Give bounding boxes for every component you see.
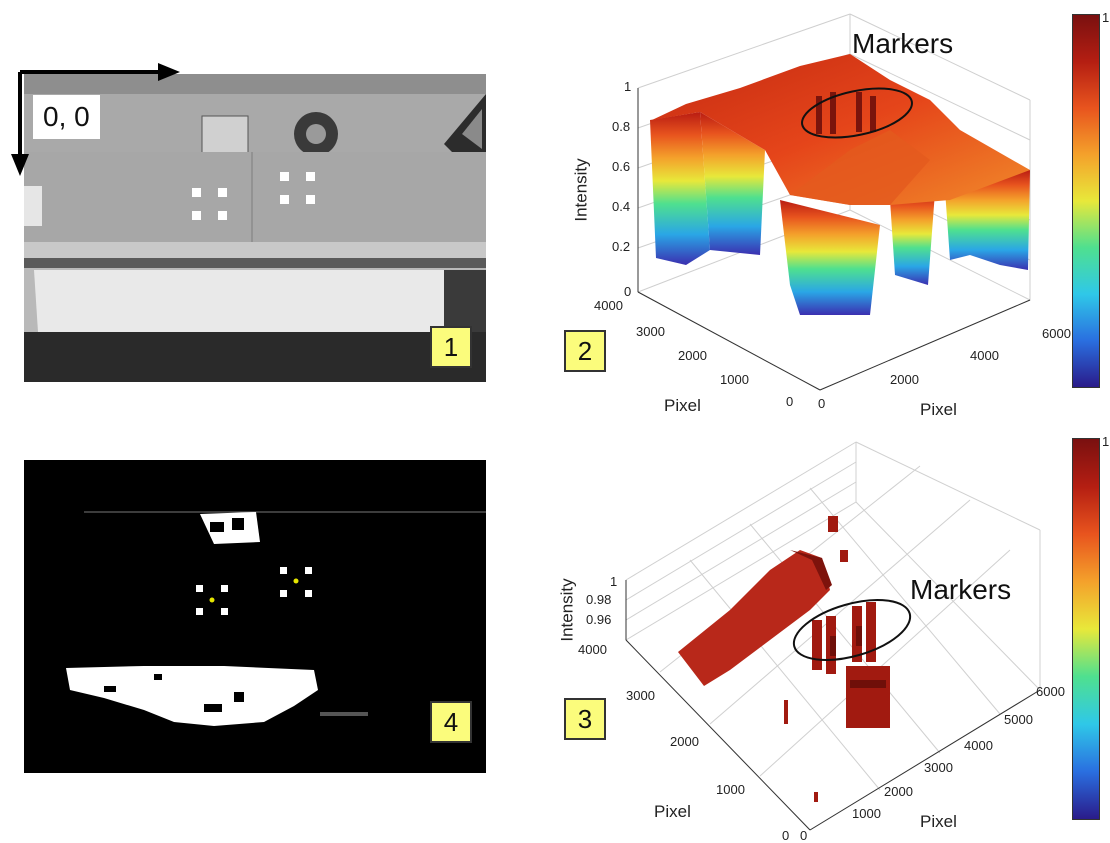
- p2-z-label: Intensity: [571, 158, 591, 222]
- colorbar-2: [1072, 14, 1100, 388]
- colorbar-2-top-tick: 1: [1102, 10, 1110, 25]
- panel-1-photo: [24, 74, 486, 382]
- p2-x-tick: 2000: [890, 372, 919, 387]
- origin-label: 0, 0: [33, 95, 100, 139]
- panel-4-binary: [24, 460, 486, 773]
- p3-z-tick: 0.96: [586, 612, 612, 627]
- p3-z-tick: 1: [610, 574, 618, 589]
- p2-y-tick: 1000: [720, 372, 749, 387]
- p3-x-tick: 1000: [852, 806, 881, 821]
- p3-x-tick: 6000: [1036, 684, 1065, 699]
- p2-y-tick: 4000: [594, 298, 623, 313]
- origin-axes: [11, 63, 180, 176]
- p2-y-label: Pixel: [664, 396, 701, 415]
- p2-z-tick: 0.4: [612, 199, 631, 214]
- panel-label-2: 2: [564, 330, 606, 372]
- p3-x-tick: 4000: [964, 738, 993, 753]
- p2-y-tick: 3000: [636, 324, 665, 339]
- p2-z-tick: 0.6: [612, 159, 631, 174]
- p2-y-tick: 2000: [678, 348, 707, 363]
- p3-y-label: Pixel: [654, 802, 691, 821]
- surface-plot-3: [625, 441, 1041, 831]
- p3-y-tick: 0: [782, 828, 790, 843]
- p3-y-tick: 1000: [716, 782, 745, 797]
- p2-z-tick: 0: [624, 284, 632, 299]
- p3-z-tick: 0.98: [586, 592, 612, 607]
- p2-x-tick: 0: [818, 396, 826, 411]
- p2-x-label: Pixel: [920, 400, 957, 419]
- p3-z-label: Intensity: [557, 578, 577, 642]
- p3-x-tick: 0: [800, 828, 808, 843]
- panel-label-4: 4: [430, 701, 472, 743]
- panel-label-1: 1: [430, 326, 472, 368]
- markers-label-3: Markers: [910, 574, 1012, 605]
- markers-label-2: Markers: [852, 28, 954, 59]
- p2-x-tick: 4000: [970, 348, 999, 363]
- panel-label-3: 3: [564, 698, 606, 740]
- p2-z-tick: 0.2: [612, 239, 631, 254]
- p3-x-tick: 3000: [924, 760, 953, 775]
- p2-z-tick: 0.8: [612, 119, 631, 134]
- colorbar-3-top-tick: 1: [1102, 434, 1110, 449]
- photo-drawing: [24, 74, 486, 382]
- p3-y-tick: 3000: [626, 688, 655, 703]
- p3-x-label: Pixel: [920, 812, 957, 831]
- p3-y-tick: 2000: [670, 734, 699, 749]
- colorbar-3: [1072, 438, 1100, 820]
- p2-y-tick: 0: [786, 394, 794, 409]
- p3-x-tick: 2000: [884, 784, 913, 799]
- surface-plot-2: [637, 13, 1031, 391]
- binary-drawing: [66, 511, 486, 726]
- p2-x-tick: 6000: [1042, 326, 1071, 341]
- p3-y-tick: 4000: [578, 642, 607, 657]
- p2-z-tick: 1: [624, 79, 632, 94]
- p3-x-tick: 5000: [1004, 712, 1033, 727]
